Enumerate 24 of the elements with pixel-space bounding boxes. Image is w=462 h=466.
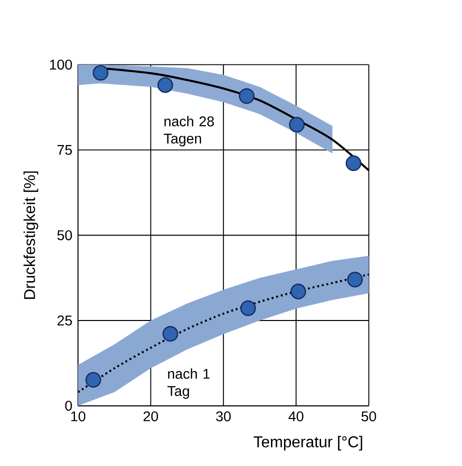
x-tick-label: 20 [144, 411, 158, 422]
point [346, 155, 362, 172]
point [239, 88, 255, 104]
annotation: nach 1 Tag [168, 368, 210, 399]
y-tick-label: 0 [65, 400, 72, 411]
x-axis-title: Temperatur [°C] [254, 436, 362, 450]
point [86, 372, 102, 388]
y-tick-label: 75 [58, 145, 72, 155]
y-tick-label: 50 [58, 230, 72, 240]
point [290, 284, 306, 300]
annotation: nach 28 Tagen [164, 116, 214, 146]
point [92, 65, 109, 81]
x-tick-label: 50 [362, 411, 376, 422]
x-tick-label: 40 [288, 411, 304, 422]
y-tick-label: 25 [58, 316, 72, 326]
x-tick-label: 10 [71, 411, 86, 422]
point [347, 272, 364, 288]
point [162, 326, 178, 342]
y-axis-title: Druckfestigkeit [%] [24, 171, 38, 299]
x-tick-label: 30 [216, 411, 231, 422]
point [158, 77, 174, 93]
y-tick-label: 100 [50, 60, 72, 70]
point [289, 116, 305, 133]
point [240, 300, 256, 316]
